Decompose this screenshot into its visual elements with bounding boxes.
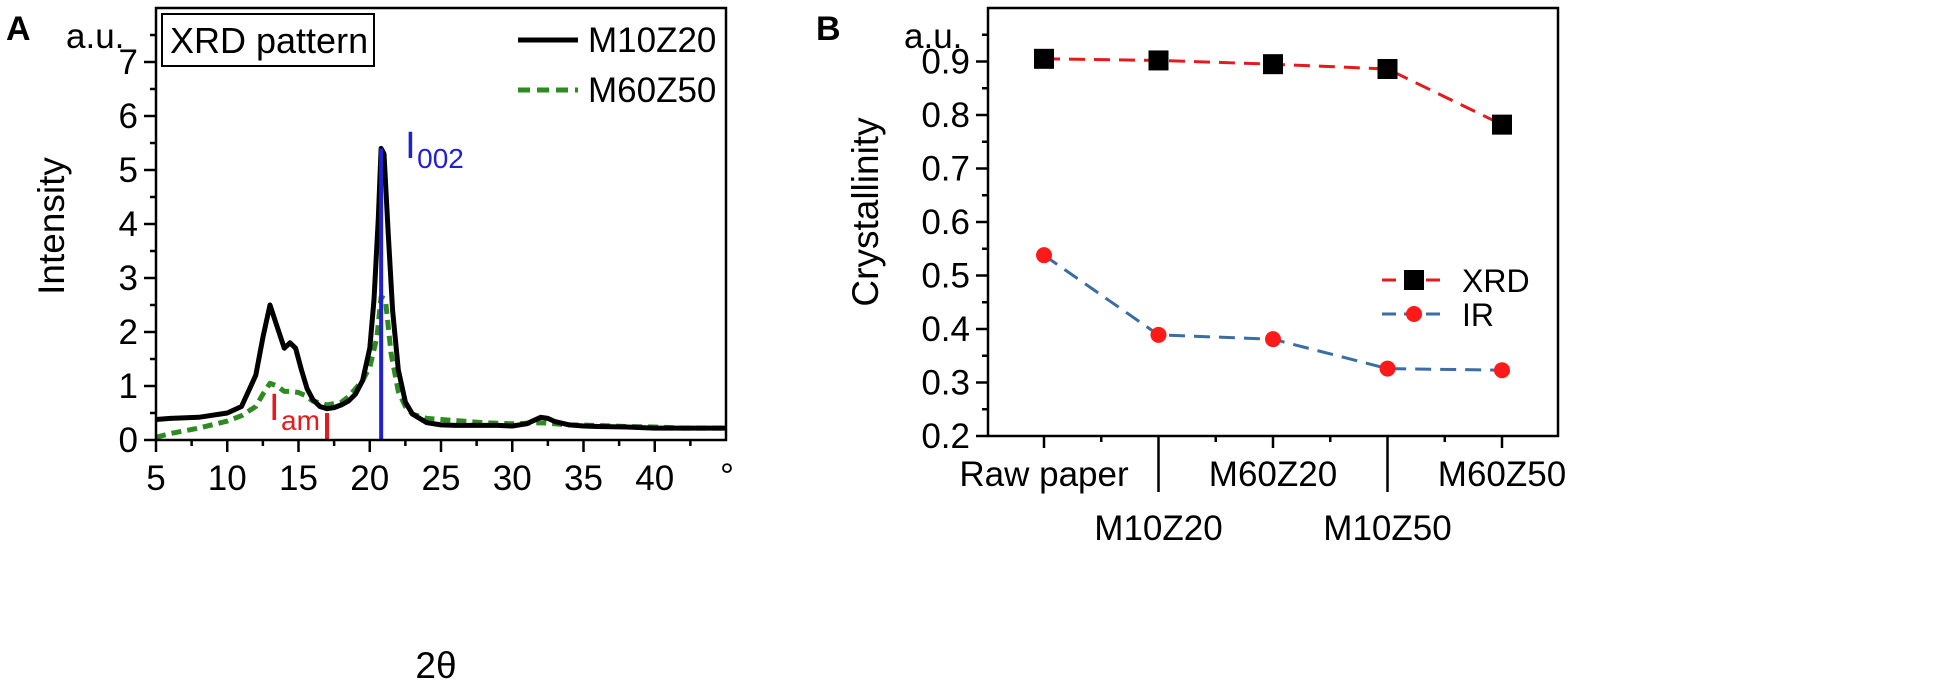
panel-a-y-tick-label: 0 [119,421,138,460]
panel-a-y-tick-label: 2 [119,313,138,352]
panel-b-point-ir [1494,362,1510,379]
annotation-subscript-am: am [281,405,320,436]
panel-a-y-tick-label: 3 [119,259,138,298]
panel-b-point-xrd [1492,114,1512,135]
panel-a-x-axis-label: 2θ [415,645,456,686]
panel-b-y-unit: a.u. [904,17,962,56]
panel-a-x-tick-label: 30 [493,459,532,498]
panel-b-plot-frame [986,6,1560,438]
panel-b-y-tick-label: 0.6 [921,203,970,242]
legend-marker-ir [1406,306,1422,322]
panel-a-plot-frame [154,6,728,442]
legend-label-xrd: XRD [1462,263,1530,299]
panel-b-category-label: M60Z50 [1438,455,1566,494]
panel-b-point-ir [1150,326,1167,343]
panel-b-category-label: M10Z50 [1323,509,1451,548]
panel-a-y-tick-label: 4 [119,205,138,244]
panel-b-crystallinity-chart: B 0.2 0.3 0.4 0.5 0.6 0.7 0.8 0.9 Raw paper M10Z2… [816,6,1566,548]
panel-b-legend: XRD IR [1382,263,1530,333]
panel-b-point-xrd [1377,58,1398,79]
panel-b-series [1034,48,1512,379]
panel-b-point-ir [1036,247,1052,264]
panel-a-x-tick-label: 5 [146,459,165,498]
panel-b-category-label: M10Z20 [1094,509,1222,548]
panel-b-y-axis-label: Crystallinity [845,117,886,307]
panel-b-category-label: Raw paper [959,455,1129,494]
panel-b-y-tick-label: 0.4 [921,310,970,349]
panel-a-title: XRD pattern [170,20,368,61]
panel-a-y-unit: a.u. [66,17,124,56]
panel-a-y-axis-label: Intensity [31,157,72,295]
panel-b-category-label: M60Z20 [1209,455,1337,494]
panel-a-series [155,145,726,440]
annotation-subscript-002: 002 [417,143,464,174]
panel-b-point-xrd [1148,50,1169,71]
panel-a-series-line-m10z20 [155,145,726,431]
panel-a-x-tick-label: 10 [208,459,247,498]
panel-a-label: A [6,10,31,48]
annotation-label-am: I [269,387,280,429]
panel-b-y-tick-label: 0.5 [921,257,970,296]
panel-b-ticks: 0.2 0.3 0.4 0.5 0.6 0.7 0.8 0.9 Raw paper M10Z20 M… [921,33,1566,548]
panel-a-x-tick-label: 35 [564,459,603,498]
panel-b-y-tick-label: 0.8 [921,96,970,135]
panel-a-ticks: 0 1 2 3 4 5 6 7 5 10 15 20 25 30 35 40 [119,33,692,498]
panel-b-point-ir [1379,360,1396,377]
legend-label-m10z20: M10Z20 [588,21,716,60]
panel-a-x-tick-label: 40 [635,459,674,498]
legend-label-m60z50: M60Z50 [588,71,716,110]
legend-label-ir: IR [1462,297,1494,333]
panel-b-point-xrd [1263,54,1283,75]
annotation-label-002: I [405,125,416,167]
panel-a-x-tick-label: 20 [350,459,389,498]
panel-b-point-ir [1265,331,1281,348]
panel-a-title-box [161,13,375,67]
panel-b-y-tick-label: 0.9 [921,43,970,82]
panel-b-point-xrd [1034,48,1054,69]
panel-a-x-tick-label: 15 [279,459,318,498]
legend-marker-xrd [1404,270,1424,290]
panel-a-y-tick-label: 1 [119,367,138,406]
panel-b-y-tick-label: 0.2 [921,417,970,456]
panel-a-legend: M10Z20 M60Z50 [518,21,716,110]
panel-a-x-unit: ° [720,457,734,496]
panel-a-x-tick-label: 25 [422,459,461,498]
panel-a-y-tick-label: 5 [119,151,138,190]
panel-b-label: B [816,10,841,48]
panel-b-y-tick-label: 0.7 [921,150,970,189]
panel-a-y-tick-label: 7 [119,43,138,82]
panel-b-y-tick-label: 0.3 [921,364,970,403]
panel-a-series-line-m60z50 [155,294,726,440]
panel-a-y-tick-label: 6 [119,97,138,136]
